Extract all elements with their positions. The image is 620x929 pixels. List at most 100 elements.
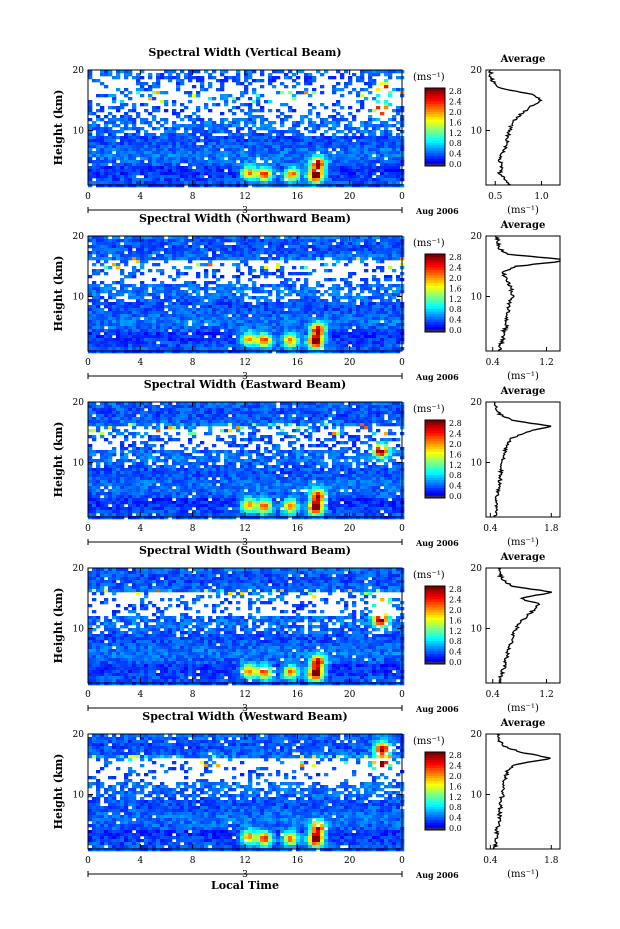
heatmap-cell [104,121,109,125]
heatmap-cell [268,257,273,261]
heatmap-cell [336,157,341,161]
colorbar-segment [425,300,445,304]
heatmap-cell [220,251,225,255]
heatmap-cell [396,254,401,258]
average-y-tick-label: 20 [471,66,483,76]
heatmap-cell [140,136,145,140]
heatmap-cell [96,79,101,83]
heatmap-cell [168,347,173,351]
heatmap-cell [316,157,321,161]
colorbar-tick-label: 2.4 [449,264,462,273]
heatmap-cell [224,296,229,300]
heatmap-cell [112,465,117,469]
heatmap-cell [356,239,361,243]
heatmap-cell [180,181,185,185]
heatmap-cell [152,308,157,312]
heatmap-cell [284,157,289,161]
heatmap-cell [128,444,133,448]
heatmap-cell [264,242,269,246]
heatmap-cell [392,350,397,354]
heatmap-cell [344,284,349,288]
heatmap-cell [136,314,141,318]
heatmap-cell [336,169,341,173]
colorbar-segment [425,160,445,164]
heatmap-cell [132,136,137,140]
heatmap-cell [212,76,217,80]
heatmap-cell [292,124,297,128]
heatmap-cell [136,290,141,294]
heatmap-cell [240,290,245,294]
heatmap-cell [184,266,189,270]
heatmap-cell [340,169,345,173]
heatmap-cell [316,347,321,351]
heatmap-cell [212,248,217,252]
heatmap-cell [120,154,125,158]
heatmap-cell [332,245,337,249]
heatmap-cell [272,341,277,345]
heatmap-cell [248,332,253,336]
heatmap-cell [312,242,317,246]
heatmap-cell [92,335,97,339]
heatmap-cell [108,335,113,339]
heatmap-cell [208,160,213,164]
heatmap-cell [112,281,117,285]
heatmap-cell [124,263,129,267]
heatmap-cell [340,335,345,339]
heatmap-cell [280,91,285,95]
heatmap-cell [108,423,113,427]
heatmap-cell [348,248,353,252]
heatmap-cell [312,169,317,173]
heatmap-cell [276,350,281,354]
heatmap-cell [92,308,97,312]
heatmap-cell [396,335,401,339]
heatmap-cell [352,308,357,312]
heatmap-cell [196,350,201,354]
heatmap-cell [192,326,197,330]
heatmap-cell [276,148,281,152]
heatmap-cell [88,483,93,487]
heatmap-cell [332,157,337,161]
heatmap-cell [216,248,221,252]
heatmap-cell [304,302,309,306]
heatmap-cell [284,326,289,330]
heatmap-cell [372,329,377,333]
heatmap-cell [340,175,345,179]
heatmap-cell [296,317,301,321]
heatmap-cell [296,91,301,95]
heatmap-cell [172,181,177,185]
heatmap-cell [152,305,157,309]
heatmap-cell [128,136,133,140]
heatmap-cell [232,79,237,83]
heatmap-cell [112,405,117,409]
heatmap-cell [388,278,393,282]
heatmap-cell [348,251,353,255]
heatmap-cell [268,347,273,351]
heatmap-cell [312,308,317,312]
heatmap-cell [352,320,357,324]
heatmap-cell [304,163,309,167]
heatmap-cell [292,332,297,336]
heatmap-cell [264,266,269,270]
heatmap-cell [376,335,381,339]
heatmap-cell [272,251,277,255]
heatmap-cell [196,263,201,267]
heatmap-cell [176,184,181,188]
heatmap-cell [164,70,169,74]
heatmap-cell [112,414,117,418]
heatmap-cell [124,498,129,502]
heatmap-cell [108,498,113,502]
heatmap-cell [364,281,369,285]
heatmap-cell [324,184,329,188]
heatmap-cell [336,166,341,170]
heatmap-cell [360,142,365,146]
colorbar-segment [425,88,445,91]
heatmap-cell [128,335,133,339]
colorbar-tick-label: 1.2 [449,129,462,138]
heatmap-cell [384,166,389,170]
heatmap-cell [288,302,293,306]
heatmap-cell [184,73,189,77]
heatmap-cell [184,242,189,246]
colorbar-tick-label: 2.0 [449,108,462,117]
heatmap-cell [220,308,225,312]
heatmap-cell [136,296,141,300]
